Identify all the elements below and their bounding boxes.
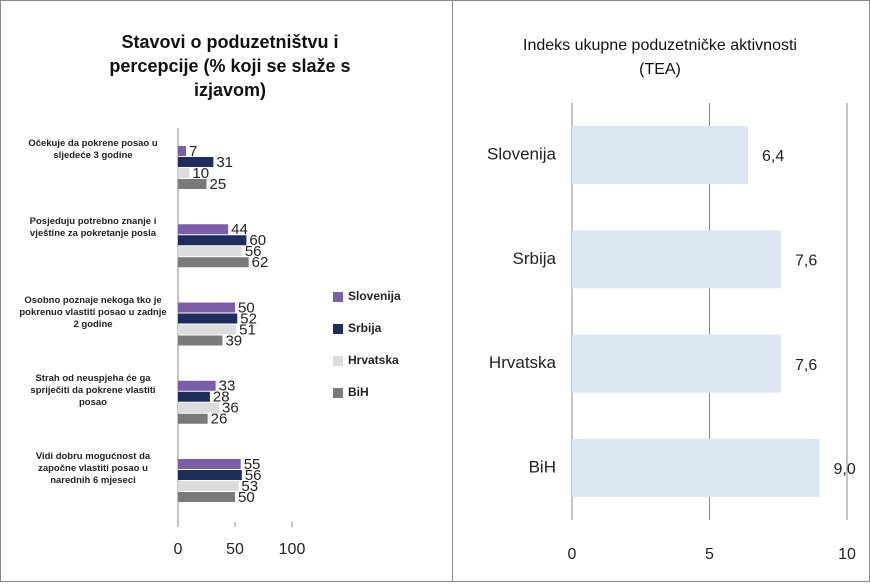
x-tick-label: 0	[568, 546, 577, 563]
bar	[178, 492, 235, 502]
legend-label: BiH	[348, 385, 369, 399]
data-label: 53	[241, 478, 258, 495]
data-label: 50	[238, 489, 255, 506]
bar	[178, 324, 237, 335]
data-label: 62	[252, 254, 269, 271]
data-label: 9,0	[834, 461, 856, 478]
bar	[178, 235, 247, 246]
bar	[178, 157, 214, 167]
category-label: Vidi dobru mogućnost da započne vlastiti…	[35, 451, 151, 486]
data-label: 50	[238, 299, 255, 316]
bar	[178, 246, 242, 257]
y-tick-label: Hrvatska	[489, 353, 557, 372]
y-tick-label: BiH	[529, 457, 556, 476]
data-label: 7	[189, 143, 197, 160]
data-label: 26	[211, 411, 228, 428]
x-tick-label: 100	[279, 541, 306, 558]
bar	[178, 302, 235, 313]
category-label: Očekuje da pokrene posao u sljedeće 3 go…	[28, 138, 158, 161]
y-tick-label: Srbija	[513, 249, 557, 268]
legend-label: Srbija	[348, 321, 382, 335]
bar	[178, 224, 229, 235]
data-label: 39	[225, 332, 242, 349]
bar	[572, 230, 781, 289]
data-label: 36	[222, 400, 239, 417]
data-label: 28	[213, 389, 230, 406]
legend-swatch	[333, 292, 343, 302]
bar	[178, 470, 242, 480]
legend-swatch	[333, 324, 343, 334]
bar	[572, 126, 748, 184]
data-label: 52	[240, 310, 257, 327]
category-label: Posjeduju potrebno znanje i vještine za …	[29, 216, 157, 240]
data-label: 31	[216, 154, 233, 171]
category-label: Strah od neuspjeha će ga spriječiti da p…	[30, 372, 156, 408]
legend-swatch	[333, 388, 343, 398]
x-tick-label: 10	[838, 546, 856, 563]
data-label: 10	[192, 165, 209, 182]
bar	[178, 257, 249, 268]
data-label: 44	[231, 221, 248, 238]
bar	[572, 438, 820, 497]
data-label: 25	[210, 176, 227, 193]
legend-label: Hrvatska	[348, 353, 399, 367]
data-label: 60	[249, 232, 266, 249]
category-label: Osobno poznaje nekoga tko je pokrenuo vl…	[19, 294, 167, 330]
bar	[178, 380, 216, 391]
bar	[178, 459, 241, 469]
data-label: 6,4	[762, 148, 784, 165]
y-tick-label: Slovenija	[487, 144, 557, 163]
bar	[178, 146, 186, 156]
bar	[178, 313, 238, 324]
bar	[178, 402, 220, 413]
x-tick-label: 50	[226, 541, 244, 558]
bar	[178, 481, 239, 491]
bar	[572, 334, 781, 393]
data-label: 56	[245, 467, 262, 484]
x-tick-label: 5	[705, 546, 714, 563]
bar	[178, 335, 223, 346]
x-tick-label: 0	[174, 541, 183, 558]
legend-label: Slovenija	[348, 289, 401, 303]
chart-title: Stavovi o poduzetništvu i percepcije (% …	[109, 32, 351, 100]
bar	[178, 391, 210, 402]
data-label: 33	[219, 378, 236, 395]
data-label: 56	[245, 243, 262, 260]
chart-title: Indeks ukupne poduzetničke aktivnosti (T…	[523, 37, 797, 78]
bar	[178, 413, 208, 424]
data-label: 51	[239, 321, 256, 338]
bar	[178, 168, 190, 178]
bar	[178, 179, 207, 189]
data-label: 7,6	[795, 253, 817, 270]
data-label: 55	[244, 456, 261, 473]
legend-swatch	[333, 356, 343, 366]
data-label: 7,6	[795, 357, 817, 374]
